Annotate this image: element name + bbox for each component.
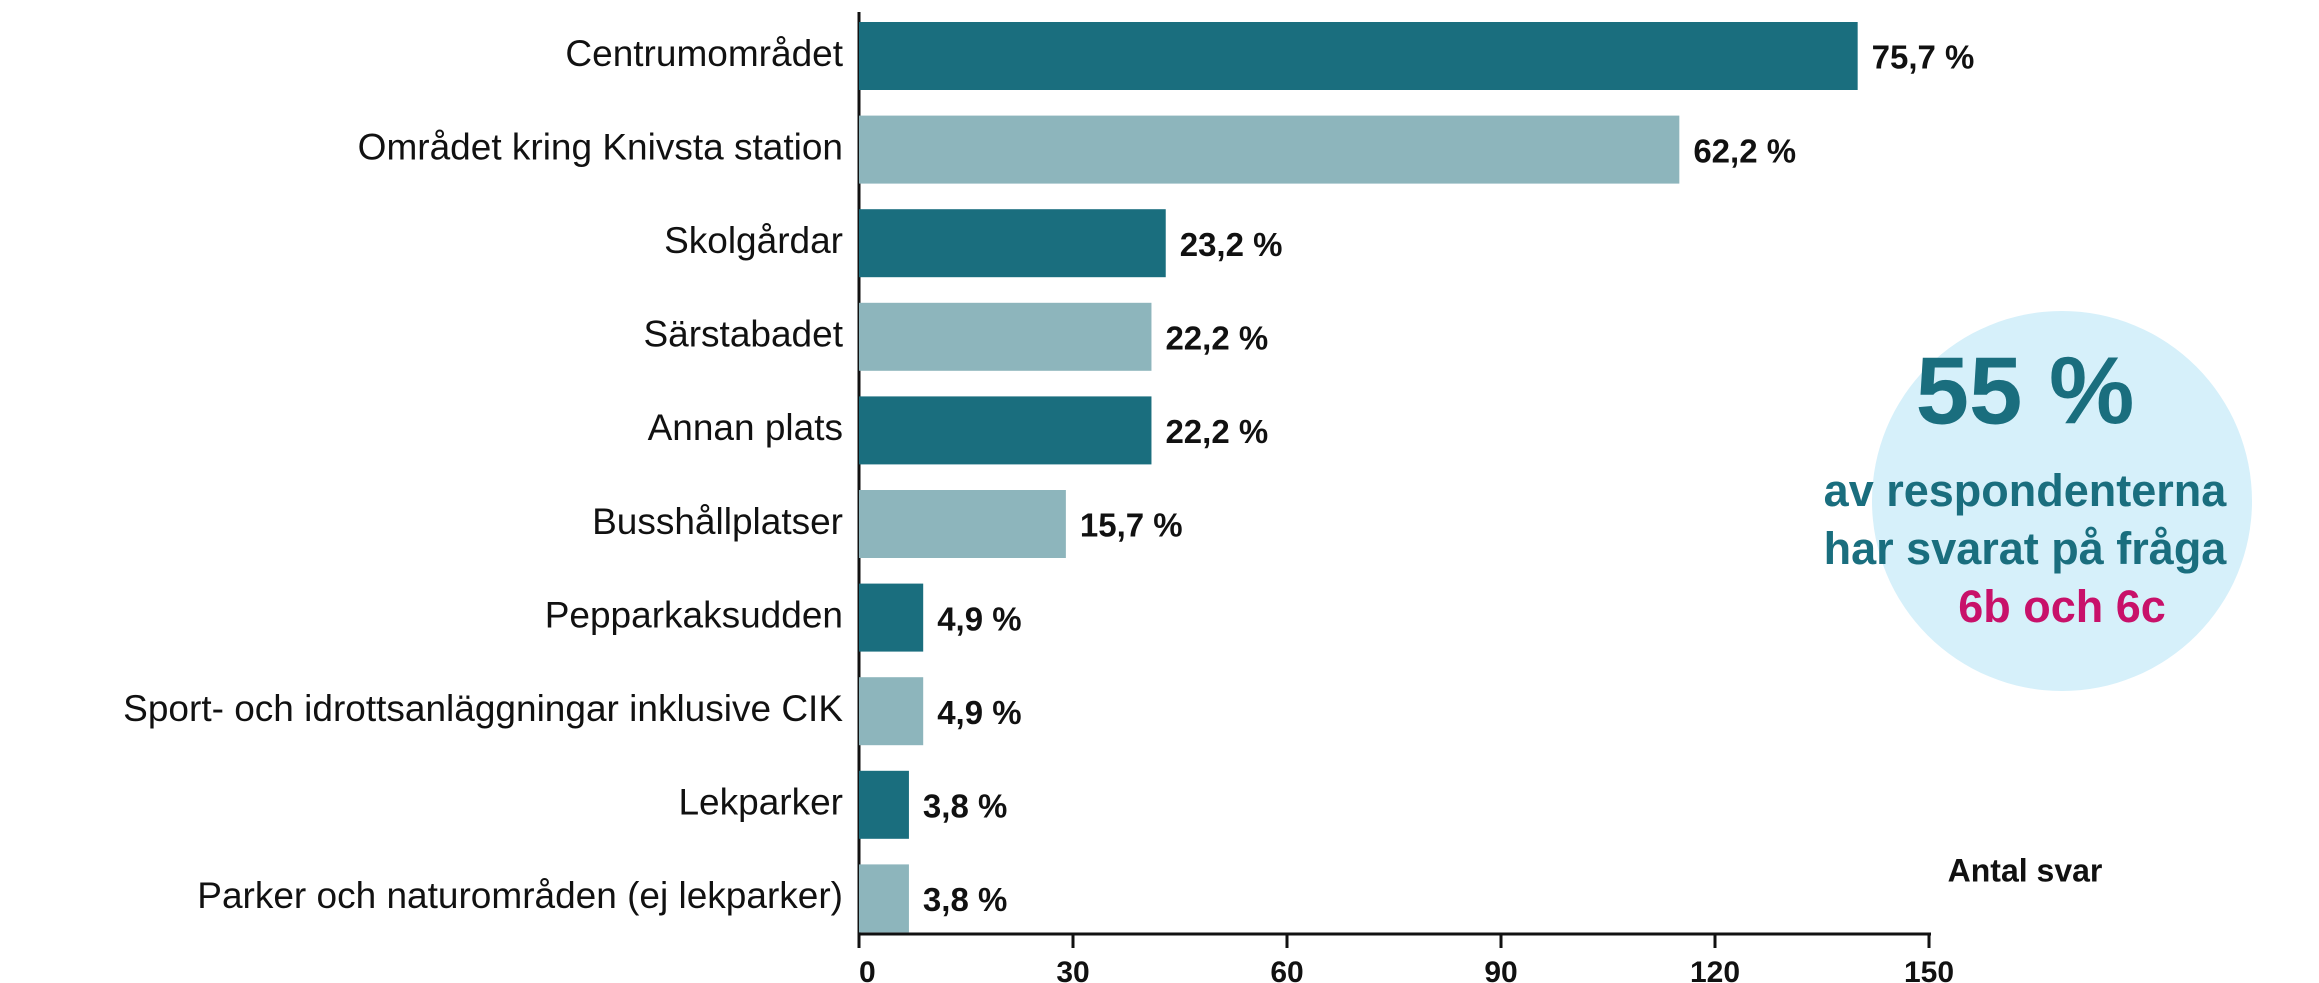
data-label: 3,8 % (923, 881, 1007, 918)
data-label: 15,7 % (1080, 507, 1183, 544)
bar (859, 396, 1152, 465)
x-tick-label: 30 (1056, 956, 1089, 983)
y-tick-label: Annan plats (648, 407, 843, 448)
data-label: 62,2 % (1693, 132, 1796, 169)
bar (859, 864, 909, 933)
data-label: 23,2 % (1180, 226, 1283, 263)
x-tick-label: 120 (1690, 956, 1740, 983)
data-label: 4,9 % (937, 600, 1021, 637)
y-tick-label: Pepparkaksudden (545, 594, 843, 635)
bar (859, 583, 924, 652)
x-tick-label: 150 (1904, 956, 1954, 983)
x-tick-label: 90 (1484, 956, 1517, 983)
data-label: 22,2 % (1165, 320, 1268, 357)
bar (859, 115, 1680, 184)
y-tick-label: Centrumområdet (565, 33, 843, 74)
bar (859, 302, 1152, 371)
data-label: 22,2 % (1165, 413, 1268, 450)
y-tick-label: Parker och naturområden (ej lekparker) (197, 875, 843, 916)
callout-text: har svarat på fråga (1824, 523, 2228, 574)
y-tick-label: Lekparker (678, 782, 843, 823)
bar (859, 490, 1066, 558)
y-tick-label: Sport- och idrottsanläggningar inklusive… (123, 688, 843, 729)
x-tick-label: 0 (859, 956, 876, 983)
data-label: 3,8 % (923, 788, 1007, 825)
x-tick-label: 60 (1270, 956, 1303, 983)
bar (859, 677, 924, 746)
data-label: 75,7 % (1872, 39, 1975, 76)
callout-headline: 55 % (1916, 337, 2135, 444)
x-axis-label: Antal svar (1948, 852, 2103, 888)
y-tick-label: Busshållplatser (592, 501, 843, 542)
bar (859, 770, 909, 839)
callout-circle (1872, 311, 2252, 691)
bar (859, 22, 1858, 90)
data-label: 4,9 % (937, 694, 1021, 731)
y-tick-label: Särstabadet (643, 314, 843, 355)
callout-text: av respondenterna (1824, 465, 2228, 516)
bar (859, 209, 1166, 278)
y-tick-label: Området kring Knivsta station (358, 126, 843, 167)
y-tick-label: Skolgårdar (664, 220, 843, 261)
callout-highlight: 6b och 6c (1958, 581, 2166, 632)
